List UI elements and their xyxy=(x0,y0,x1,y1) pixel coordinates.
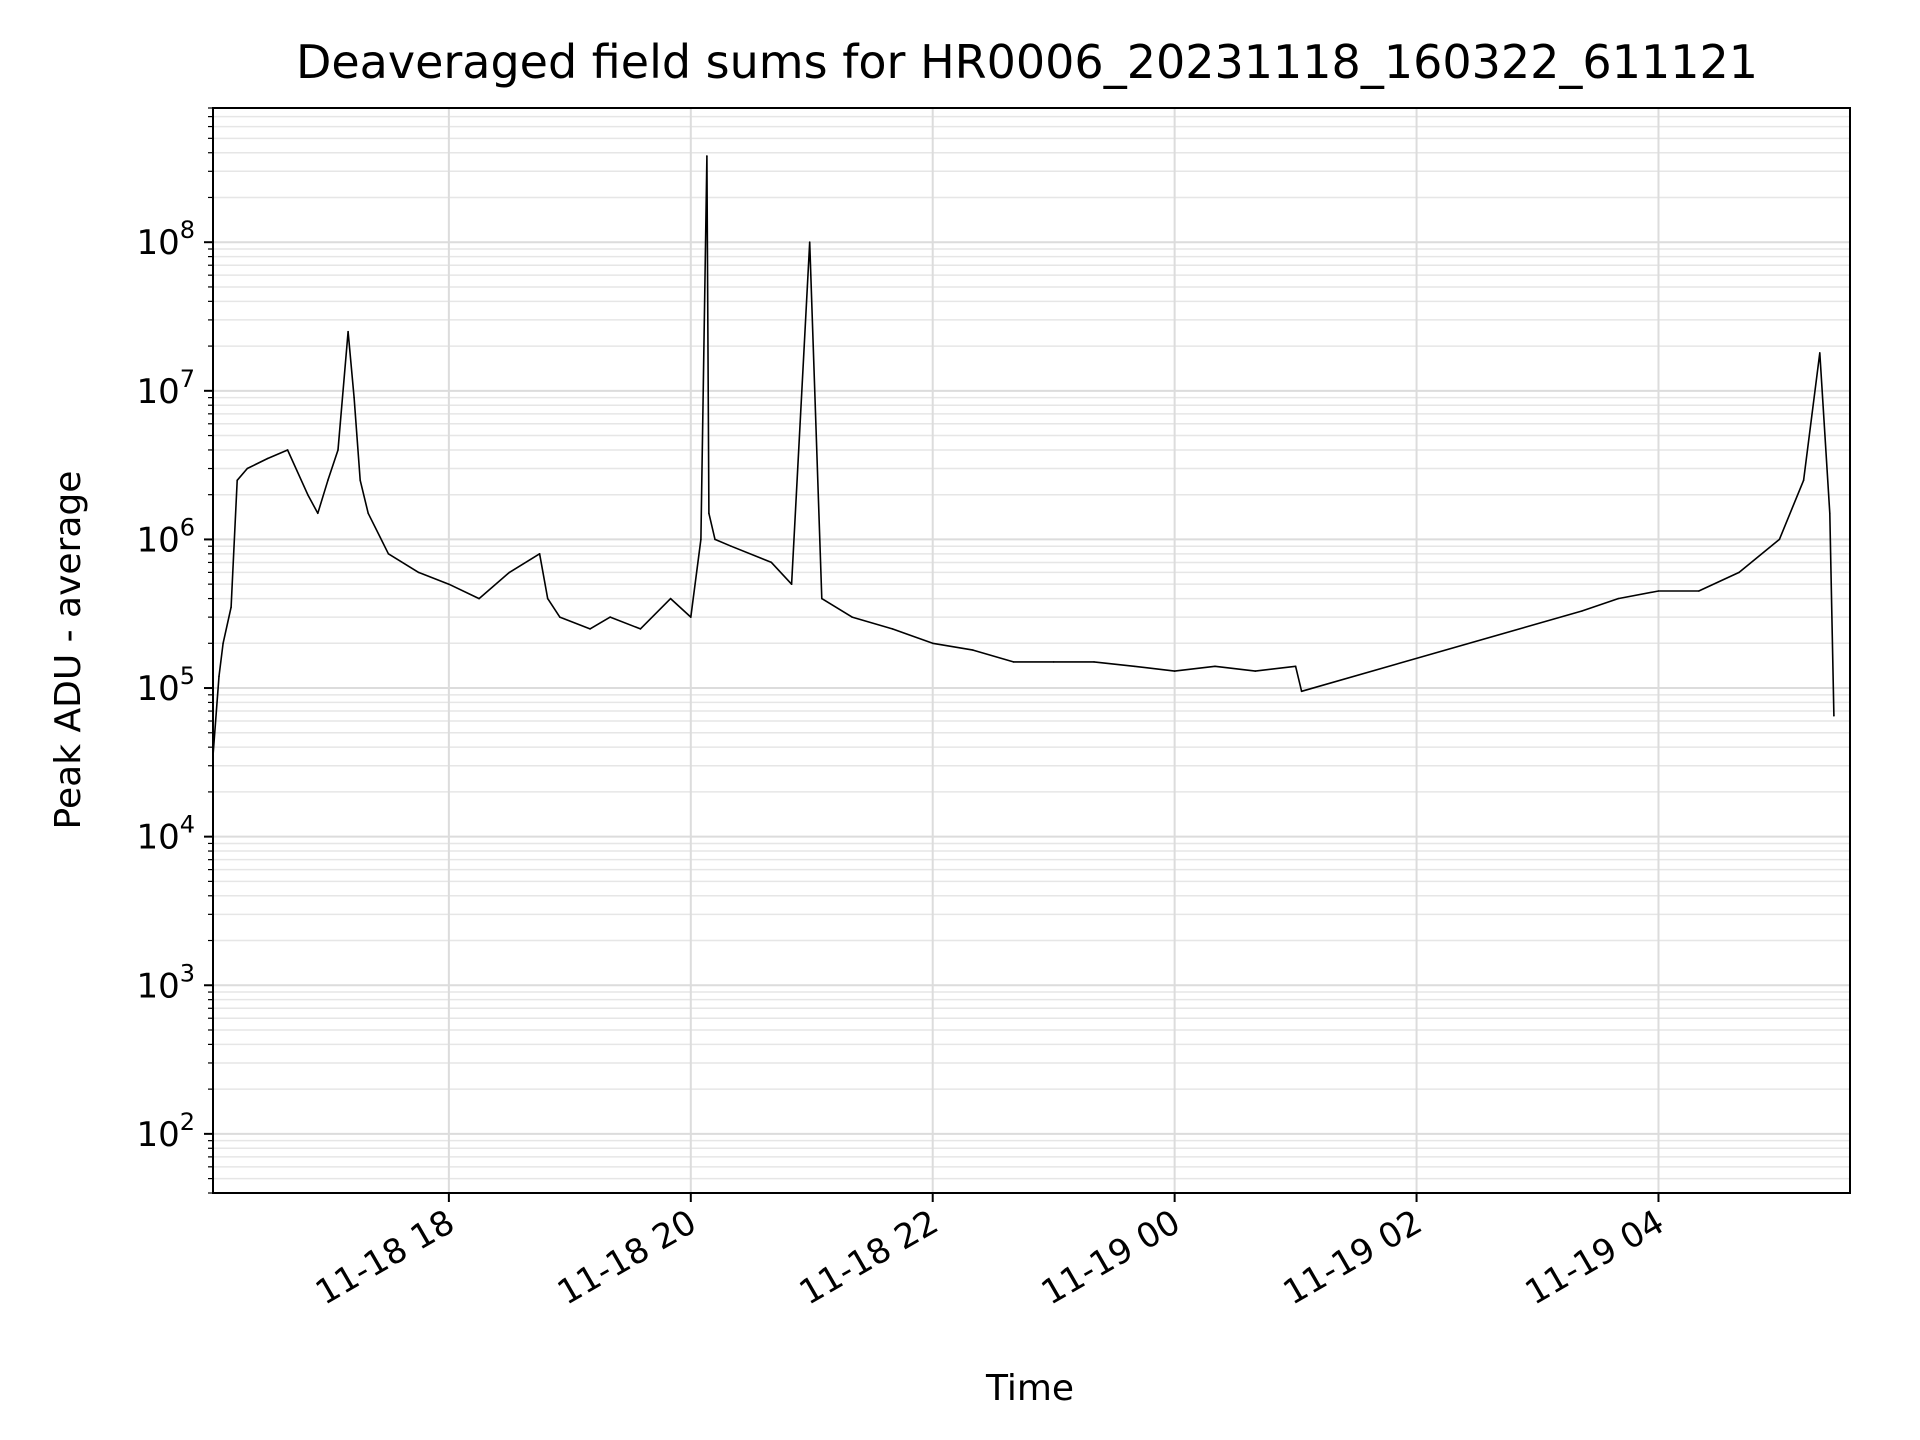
y-tick-label: 106 xyxy=(136,513,195,560)
x-axis-label: Time xyxy=(985,1368,1074,1409)
y-tick-label: 103 xyxy=(136,959,195,1006)
plot-frame xyxy=(212,107,1851,1194)
data-point xyxy=(1133,665,1136,668)
data-point xyxy=(1819,352,1821,354)
data-point xyxy=(851,616,853,618)
data-point xyxy=(708,512,710,515)
data-point xyxy=(714,538,716,541)
data-point xyxy=(359,479,362,482)
data-point xyxy=(546,597,549,600)
data-point xyxy=(307,493,309,496)
data-point xyxy=(821,597,823,600)
data-point xyxy=(808,241,811,243)
data-point xyxy=(972,649,974,651)
data-point xyxy=(347,330,349,333)
data-point xyxy=(1802,479,1805,482)
data-point xyxy=(1012,661,1015,663)
data-point xyxy=(367,512,370,515)
data-point xyxy=(1052,661,1055,663)
data-point xyxy=(1833,715,1835,717)
y-tick-label: 102 xyxy=(136,1108,195,1155)
grid-layer xyxy=(213,107,1850,1194)
data-point xyxy=(639,628,642,630)
data-point xyxy=(1173,670,1176,672)
data-point xyxy=(1581,610,1583,612)
data-point xyxy=(236,479,238,482)
data-point xyxy=(589,628,591,630)
data-point xyxy=(538,553,541,555)
data-point xyxy=(1093,661,1095,663)
data-point xyxy=(730,545,732,547)
data-point xyxy=(222,642,224,645)
data-point xyxy=(690,616,692,618)
data-point xyxy=(478,597,480,600)
chart-title: Deaveraged field sums for HR0006_2023111… xyxy=(296,35,1758,89)
data-point xyxy=(286,449,289,451)
data-point xyxy=(931,642,934,645)
y-tick-label: 107 xyxy=(136,365,195,412)
data-point xyxy=(770,561,773,564)
data-point xyxy=(353,396,355,399)
data-point xyxy=(609,616,611,618)
data-point xyxy=(706,155,708,157)
data-point xyxy=(669,597,672,600)
data-point xyxy=(337,449,339,451)
data-point xyxy=(448,583,450,585)
data-point xyxy=(246,467,249,470)
data-point xyxy=(1254,670,1257,672)
data-point xyxy=(1214,665,1216,668)
data-point xyxy=(1617,597,1619,600)
data-point xyxy=(1829,512,1831,515)
y-tick-label: 105 xyxy=(136,662,195,709)
y-tick-label: 108 xyxy=(136,216,195,263)
data-point xyxy=(1657,590,1660,592)
y-tick-label: 104 xyxy=(136,811,195,858)
data-point xyxy=(317,512,319,515)
data-point xyxy=(266,457,269,460)
data-point xyxy=(891,628,894,630)
data-point xyxy=(1738,571,1740,574)
data-point xyxy=(700,538,702,541)
data-point xyxy=(790,583,793,585)
data-point xyxy=(1698,590,1700,592)
data-point xyxy=(230,606,232,608)
data-point xyxy=(559,616,561,618)
data-point xyxy=(508,571,511,574)
data-layer xyxy=(212,155,1835,757)
data-point xyxy=(1778,538,1781,541)
data-point xyxy=(327,479,329,482)
data-point xyxy=(417,571,420,574)
data-point xyxy=(1300,690,1303,693)
data-point xyxy=(387,553,390,555)
data-point xyxy=(1294,665,1297,668)
y-axis-label: Peak ADU - average xyxy=(48,471,89,830)
data-point xyxy=(218,675,220,678)
